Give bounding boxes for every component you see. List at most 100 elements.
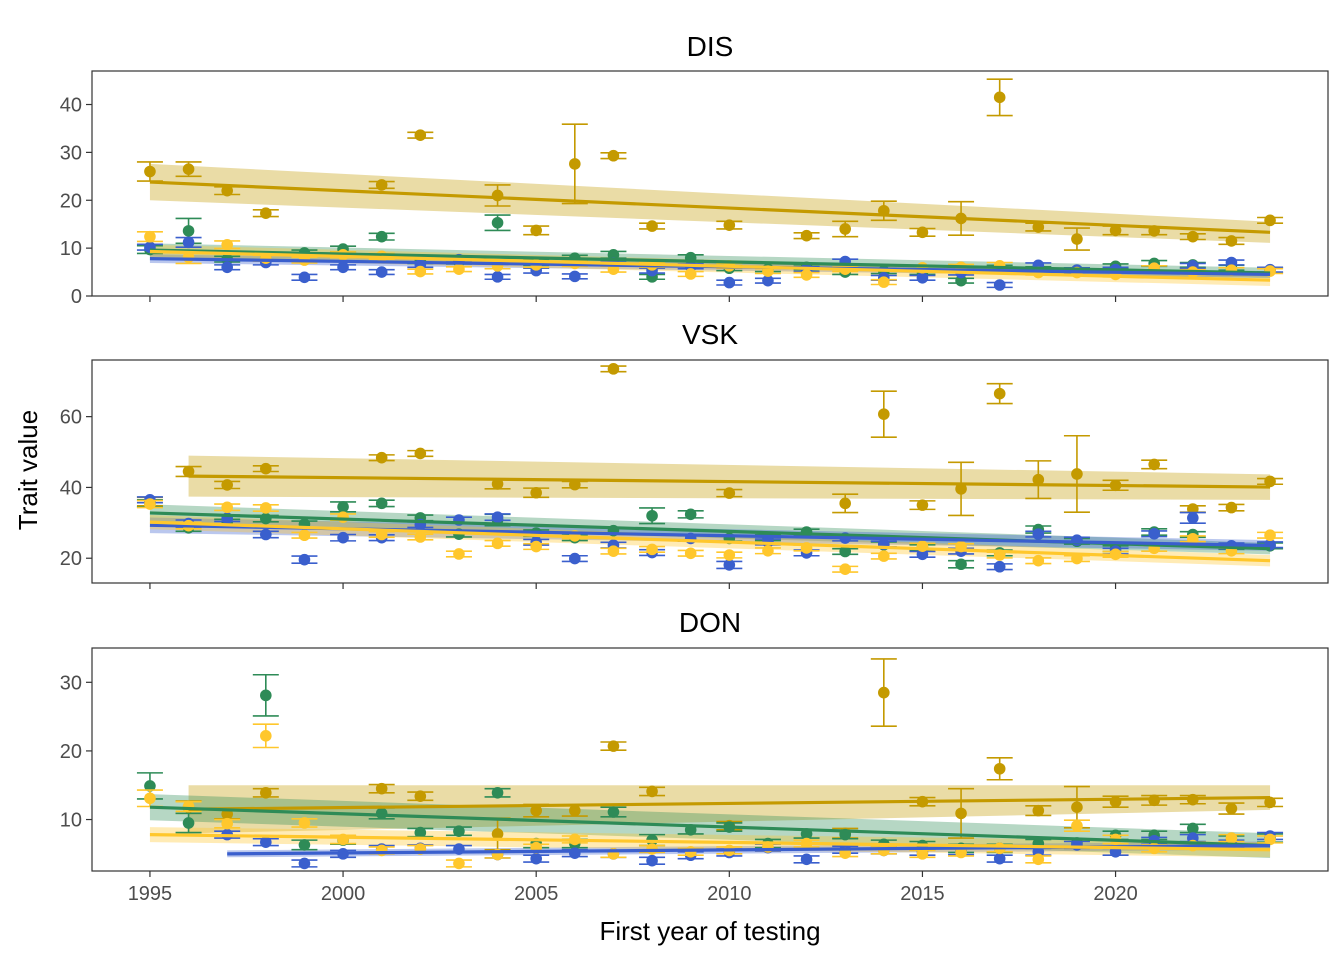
data-point-vsk-yellow: [878, 550, 890, 562]
data-point-don-green: [375, 807, 388, 820]
data-point-vsk-blue: [491, 511, 504, 523]
data-point-don-yellow: [221, 817, 233, 830]
data-point-don-blue: [1071, 839, 1083, 851]
data-point-don-yellow: [1264, 833, 1276, 846]
trend-line-dis-green: [149, 248, 1271, 275]
data-point-vsk-yellow: [646, 543, 658, 556]
data-point-vsk-blue: [337, 531, 349, 544]
data-point-vsk-blue: [916, 548, 929, 561]
panel-vsk-marks: 20 40 60: [60, 359, 1329, 589]
data-point-dis-gold: [1225, 235, 1238, 247]
data-point-dis-green: [182, 225, 195, 237]
data-point-dis-gold: [839, 223, 851, 235]
x-tick-label: 2000: [321, 883, 366, 905]
data-point-vsk-gold: [878, 408, 890, 420]
trend-line-dis-yellow: [149, 249, 1271, 282]
data-point-don-gold: [646, 785, 658, 798]
data-point-dis-green: [955, 274, 967, 287]
data-point-don-yellow: [1032, 853, 1045, 866]
x-axis: 1995 2000 2005 2010 2015 2020: [128, 883, 1138, 905]
data-point-vsk-blue: [298, 553, 311, 566]
data-point-dis-gold: [723, 219, 736, 231]
data-point-don-gold: [878, 686, 890, 699]
data-point-vsk-yellow: [337, 511, 349, 523]
data-point-dis-yellow: [800, 269, 813, 281]
data-point-don-yellow: [1225, 832, 1238, 844]
data-point-don-green: [144, 780, 156, 792]
data-point-don-gold: [414, 790, 427, 803]
panel-dis-marks: 0 10 20 30 40: [60, 70, 1329, 308]
data-point-dis-gold: [1187, 230, 1199, 243]
panel-title-vsk: VSK: [682, 319, 738, 350]
data-point-vsk-gold: [1225, 501, 1238, 514]
x-axis-label: First year of testing: [599, 916, 820, 946]
x-tick-label: 1995: [128, 883, 173, 905]
panel-frame-vsk: [91, 359, 1329, 584]
trend-line-don-yellow: [149, 833, 1271, 852]
data-point-dis-gold: [221, 184, 233, 197]
data-point-don-gold: [1071, 801, 1083, 813]
panel-vsk: VSK 20 40 60: [60, 319, 1329, 589]
y-tick-label-vsk: 60: [60, 407, 82, 429]
data-point-don-blue: [646, 854, 658, 867]
data-point-dis-blue: [762, 274, 774, 287]
data-point-dis-blue: [375, 266, 388, 278]
data-point-vsk-gold: [1148, 458, 1160, 471]
panel-don: DON 10 20 30: [60, 607, 1329, 877]
y-tick-label-dis: 40: [60, 95, 82, 117]
data-point-don-gold: [260, 786, 272, 799]
data-point-don-blue: [800, 853, 813, 866]
data-point-dis-blue: [993, 279, 1006, 291]
data-point-dis-yellow: [144, 230, 156, 243]
confidence-band-vsk-gold: [188, 455, 1271, 500]
data-point-dis-gold: [800, 229, 813, 242]
data-point-don-yellow: [144, 792, 156, 805]
data-point-dis-gold: [1109, 224, 1122, 237]
trend-line-don-gold: [188, 795, 1271, 811]
data-point-dis-yellow: [453, 263, 465, 275]
data-point-don-gold: [993, 762, 1006, 775]
data-point-don-green: [182, 817, 195, 829]
data-point-don-yellow: [453, 857, 465, 870]
confidence-band-don-gold: [188, 785, 1271, 834]
y-tick-label-don: 30: [60, 672, 82, 694]
y-tick-label-don: 20: [60, 741, 82, 763]
data-point-vsk-blue: [993, 560, 1006, 573]
data-point-dis-green: [491, 216, 504, 229]
panel-frame-dis: [91, 70, 1329, 297]
data-point-don-green: [414, 826, 427, 839]
data-point-vsk-green: [839, 545, 851, 558]
data-point-dis-gold: [144, 165, 156, 178]
x-tick-label: 2015: [900, 883, 945, 905]
data-point-vsk-yellow: [684, 547, 697, 560]
data-point-don-gold: [1225, 802, 1238, 815]
data-point-dis-yellow: [878, 276, 890, 288]
data-point-dis-yellow: [221, 238, 233, 251]
data-point-vsk-yellow: [723, 549, 736, 561]
data-point-vsk-gold: [993, 387, 1006, 400]
data-point-dis-gold: [916, 226, 929, 239]
data-point-don-yellow: [260, 730, 272, 742]
data-point-don-gold: [375, 782, 388, 795]
data-point-vsk-yellow: [839, 563, 851, 575]
data-point-vsk-yellow: [1187, 532, 1199, 545]
data-point-vsk-yellow: [298, 529, 311, 542]
data-point-vsk-green: [337, 501, 349, 513]
data-point-vsk-yellow: [491, 537, 504, 550]
data-point-vsk-gold: [530, 486, 542, 499]
data-point-vsk-gold: [375, 451, 388, 464]
trend-line-vsk-gold: [188, 474, 1271, 489]
data-point-don-yellow: [337, 833, 349, 846]
confidence-band-dis-gold: [149, 163, 1271, 243]
trend-line-don-green: [149, 805, 1271, 848]
data-point-dis-gold: [530, 224, 542, 237]
x-tick-label: 2020: [1093, 883, 1138, 905]
data-point-don-green: [260, 689, 272, 702]
data-point-don-yellow: [1071, 819, 1083, 832]
data-point-vsk-gold: [723, 487, 736, 499]
data-point-dis-gold: [993, 91, 1006, 104]
data-point-don-blue: [569, 847, 581, 859]
data-point-don-gold: [607, 740, 620, 752]
data-point-don-green: [298, 839, 311, 851]
data-point-dis-gold: [569, 158, 581, 170]
